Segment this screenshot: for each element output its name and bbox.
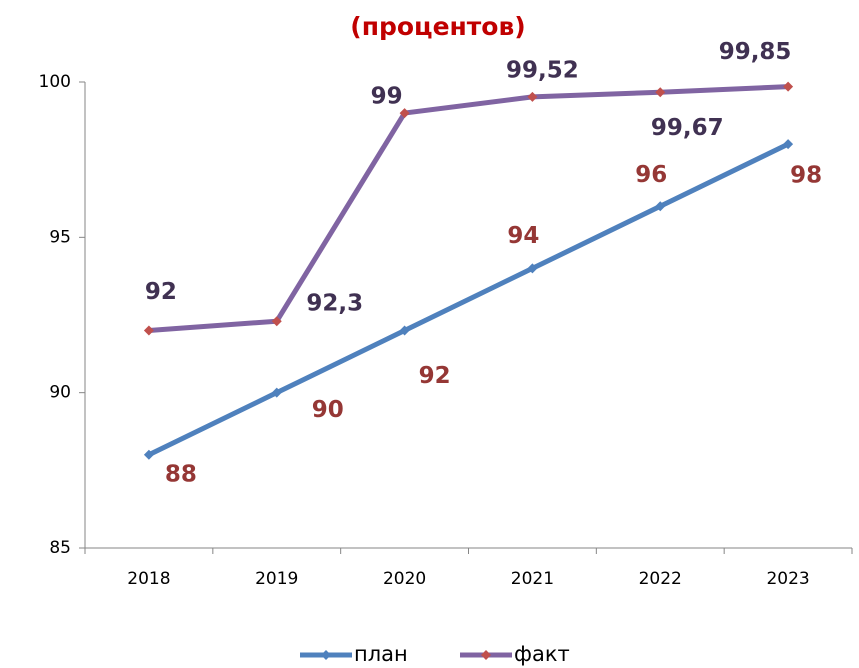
marker — [399, 325, 410, 336]
data-label: 88 — [165, 461, 197, 487]
marker — [399, 108, 410, 119]
data-label: 96 — [635, 162, 667, 188]
data-label: 99,85 — [719, 39, 792, 65]
data-label: 92 — [145, 279, 177, 305]
marker — [271, 387, 282, 398]
x-tick-label: 2019 — [255, 569, 298, 589]
legend-marker — [481, 650, 491, 660]
x-tick-label: 2020 — [383, 569, 426, 589]
data-label: 94 — [507, 223, 539, 249]
legend-label: факт — [514, 642, 570, 666]
x-tick-label: 2023 — [766, 569, 809, 589]
x-tick-label: 2022 — [639, 569, 682, 589]
data-label: 99,67 — [651, 115, 724, 141]
x-tick-label: 2021 — [511, 569, 554, 589]
marker — [783, 81, 794, 92]
data-label: 98 — [790, 163, 822, 189]
y-tick-label: 85 — [49, 538, 71, 558]
legend-marker — [321, 650, 331, 660]
data-label: 92,3 — [306, 291, 363, 317]
x-tick-label: 2018 — [127, 569, 170, 589]
marker — [655, 87, 666, 98]
y-tick-label: 95 — [49, 227, 71, 247]
chart-title: (процентов) — [350, 12, 525, 41]
data-label: 90 — [312, 397, 344, 423]
data-label: 99 — [371, 84, 403, 110]
line — [148, 84, 789, 334]
marker — [783, 139, 794, 150]
marker — [271, 316, 282, 327]
legend-label: план — [354, 642, 408, 666]
y-tick-label: 100 — [39, 72, 71, 92]
marker — [655, 201, 666, 212]
marker — [143, 325, 154, 336]
y-tick-label: 90 — [49, 383, 71, 403]
marker — [143, 449, 154, 460]
data-label: 99,52 — [506, 57, 579, 83]
data-label: 92 — [419, 363, 451, 389]
line — [147, 141, 790, 458]
marker — [527, 263, 538, 274]
marker — [527, 91, 538, 102]
